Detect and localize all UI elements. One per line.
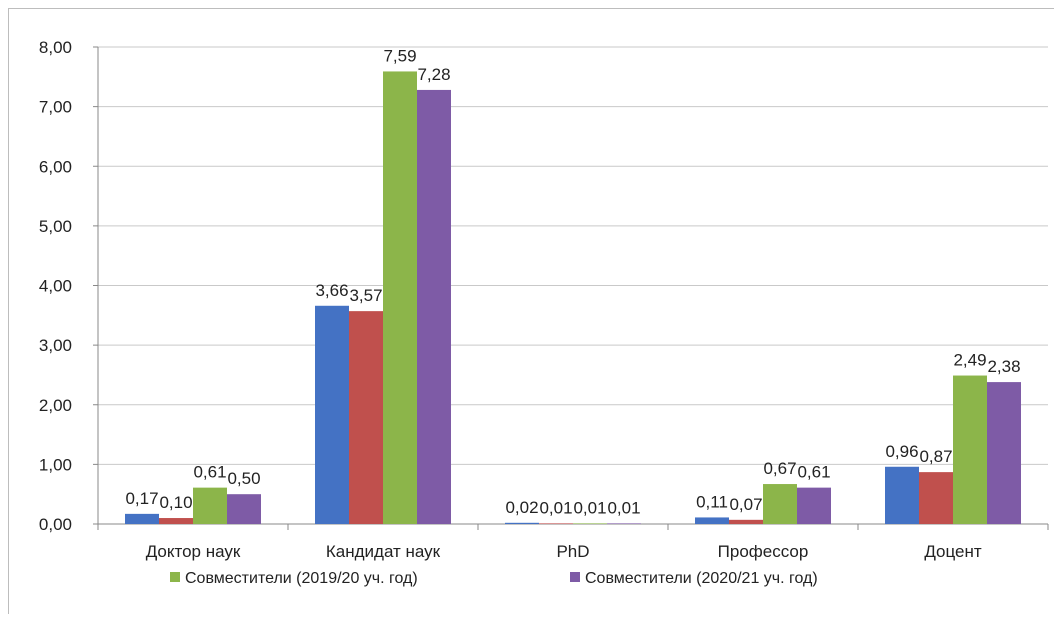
legend-label: Совместители (2020/21 уч. год): [585, 570, 818, 587]
y-tick-label: 1,00: [39, 455, 72, 474]
y-tick-label: 0,00: [39, 515, 72, 534]
bar: [919, 472, 953, 524]
bar: [505, 522, 539, 524]
data-label: 2,49: [953, 351, 986, 370]
data-label: 0,87: [919, 447, 952, 466]
x-tick-label: Кандидат наук: [326, 542, 441, 561]
bar: [227, 494, 261, 524]
bar: [539, 523, 573, 525]
x-tick-label: Доцент: [924, 542, 982, 561]
chart-frame: [8, 8, 1054, 614]
data-label: 3,66: [315, 281, 348, 300]
data-label: 2,38: [987, 357, 1020, 376]
x-tick-label: Профессор: [718, 542, 809, 561]
data-label: 0,01: [573, 498, 606, 517]
bar: [349, 311, 383, 524]
y-tick-label: 6,00: [39, 157, 72, 176]
bar: [729, 519, 763, 524]
data-label: 0,01: [539, 498, 572, 517]
bar: [573, 523, 607, 525]
bar: [987, 382, 1021, 524]
bar: [315, 305, 349, 524]
data-label: 0,01: [607, 498, 640, 517]
legend-label: Совместители (2019/20 уч. год): [185, 570, 418, 587]
bar: [383, 71, 417, 524]
data-label: 0,96: [885, 442, 918, 461]
bar: [125, 513, 159, 524]
y-tick-label: 2,00: [39, 396, 72, 415]
bar: [607, 523, 641, 525]
data-label: 0,10: [159, 493, 192, 512]
bar: [159, 518, 193, 524]
data-label: 7,28: [417, 65, 450, 84]
y-tick-label: 8,00: [39, 38, 72, 57]
y-tick-label: 3,00: [39, 336, 72, 355]
y-tick-label: 5,00: [39, 217, 72, 236]
data-label: 3,57: [349, 286, 382, 305]
data-label: 0,61: [193, 463, 226, 482]
y-tick-label: 4,00: [39, 277, 72, 296]
data-label: 0,17: [125, 489, 158, 508]
bar: [695, 517, 729, 524]
data-label: 0,07: [729, 495, 762, 514]
data-label: 0,11: [696, 492, 728, 511]
bar: [193, 487, 227, 524]
x-tick-label: Доктор наук: [146, 542, 241, 561]
bar: [797, 487, 831, 524]
x-tick-label: PhD: [556, 542, 589, 561]
data-label: 0,61: [797, 463, 830, 482]
y-tick-label: 7,00: [39, 98, 72, 117]
bar: [763, 484, 797, 524]
bar: [953, 375, 987, 524]
legend-marker: [570, 572, 580, 582]
data-label: 0,50: [227, 469, 260, 488]
legend-marker: [170, 572, 180, 582]
data-label: 0,02: [505, 498, 538, 517]
data-label: 0,67: [763, 459, 796, 478]
data-label: 7,59: [383, 46, 416, 65]
bar: [885, 466, 919, 524]
bar: [417, 89, 451, 525]
